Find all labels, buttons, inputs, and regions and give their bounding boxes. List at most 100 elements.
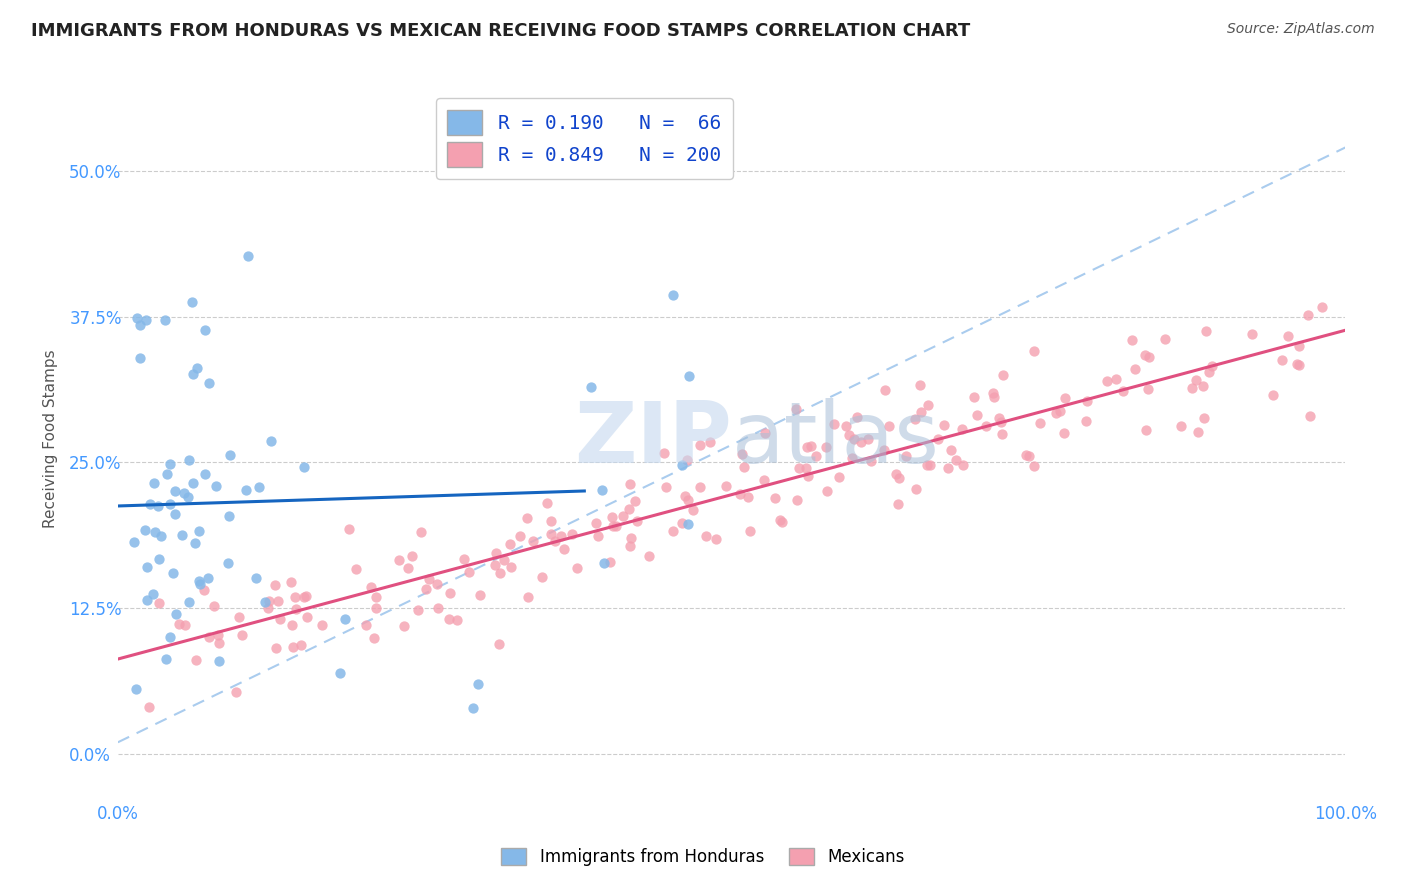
Point bbox=[910, 377, 932, 392]
Point bbox=[406, 602, 429, 616]
Point bbox=[184, 536, 207, 550]
Point bbox=[1296, 308, 1319, 322]
Point bbox=[842, 432, 865, 446]
Point bbox=[704, 533, 727, 547]
Point bbox=[754, 425, 776, 440]
Point bbox=[401, 549, 423, 563]
Point bbox=[904, 412, 927, 426]
Point bbox=[337, 522, 360, 536]
Point bbox=[593, 556, 616, 570]
Point bbox=[765, 491, 787, 506]
Point bbox=[311, 618, 333, 632]
Text: atlas: atlas bbox=[731, 398, 939, 481]
Point bbox=[626, 514, 648, 528]
Point bbox=[409, 525, 432, 540]
Point bbox=[163, 484, 186, 499]
Point bbox=[655, 480, 678, 494]
Point bbox=[485, 546, 508, 560]
Point bbox=[335, 612, 357, 626]
Point bbox=[540, 527, 562, 541]
Point bbox=[932, 417, 955, 432]
Point bbox=[585, 516, 607, 530]
Point bbox=[170, 527, 193, 541]
Point bbox=[217, 556, 239, 570]
Point bbox=[177, 595, 200, 609]
Point bbox=[662, 287, 685, 301]
Point bbox=[245, 570, 267, 584]
Point bbox=[173, 486, 195, 500]
Point bbox=[198, 630, 221, 644]
Point bbox=[388, 553, 411, 567]
Point bbox=[620, 531, 643, 545]
Point bbox=[1286, 357, 1309, 371]
Point bbox=[540, 514, 562, 528]
Point bbox=[1123, 361, 1146, 376]
Point bbox=[550, 529, 572, 543]
Point bbox=[127, 310, 149, 325]
Point bbox=[197, 571, 219, 585]
Point bbox=[207, 628, 229, 642]
Point bbox=[917, 398, 939, 412]
Point bbox=[678, 368, 700, 383]
Point bbox=[231, 628, 253, 642]
Point bbox=[1136, 382, 1159, 396]
Point bbox=[354, 618, 377, 632]
Point bbox=[184, 653, 207, 667]
Point bbox=[1135, 423, 1157, 437]
Point bbox=[983, 390, 1005, 404]
Point bbox=[1299, 409, 1322, 424]
Point bbox=[156, 467, 179, 481]
Point bbox=[467, 677, 489, 691]
Point bbox=[671, 516, 693, 531]
Point bbox=[875, 383, 897, 397]
Point bbox=[173, 618, 195, 632]
Point bbox=[815, 484, 838, 499]
Point bbox=[290, 638, 312, 652]
Point bbox=[264, 640, 287, 655]
Point bbox=[740, 524, 762, 539]
Point bbox=[1170, 418, 1192, 433]
Text: ZIP: ZIP bbox=[574, 398, 731, 481]
Point bbox=[612, 509, 634, 524]
Point bbox=[544, 533, 567, 548]
Point bbox=[426, 577, 449, 591]
Point bbox=[193, 583, 215, 598]
Point bbox=[682, 502, 704, 516]
Point bbox=[1121, 333, 1143, 347]
Point bbox=[159, 497, 181, 511]
Point bbox=[1045, 406, 1067, 420]
Point bbox=[841, 450, 863, 465]
Point bbox=[797, 468, 820, 483]
Point bbox=[936, 461, 959, 475]
Point bbox=[579, 380, 602, 394]
Point bbox=[260, 434, 283, 449]
Point bbox=[676, 453, 699, 467]
Point bbox=[981, 386, 1004, 401]
Point bbox=[280, 575, 302, 590]
Point bbox=[904, 482, 927, 496]
Point bbox=[418, 572, 440, 586]
Point bbox=[785, 402, 807, 417]
Point bbox=[845, 410, 868, 425]
Point bbox=[786, 492, 808, 507]
Point bbox=[553, 541, 575, 556]
Point bbox=[366, 590, 388, 604]
Point bbox=[856, 432, 879, 446]
Point bbox=[128, 318, 150, 332]
Point bbox=[689, 480, 711, 494]
Point bbox=[142, 475, 165, 490]
Point bbox=[602, 519, 624, 533]
Point bbox=[501, 559, 523, 574]
Point bbox=[247, 480, 270, 494]
Point bbox=[267, 593, 290, 607]
Point bbox=[828, 470, 851, 484]
Text: Source: ZipAtlas.com: Source: ZipAtlas.com bbox=[1227, 22, 1375, 37]
Point bbox=[617, 502, 640, 516]
Point bbox=[1194, 411, 1216, 425]
Point bbox=[193, 322, 215, 336]
Point bbox=[804, 450, 827, 464]
Point bbox=[1181, 382, 1204, 396]
Point bbox=[591, 483, 613, 497]
Point bbox=[437, 611, 460, 625]
Point bbox=[991, 368, 1014, 382]
